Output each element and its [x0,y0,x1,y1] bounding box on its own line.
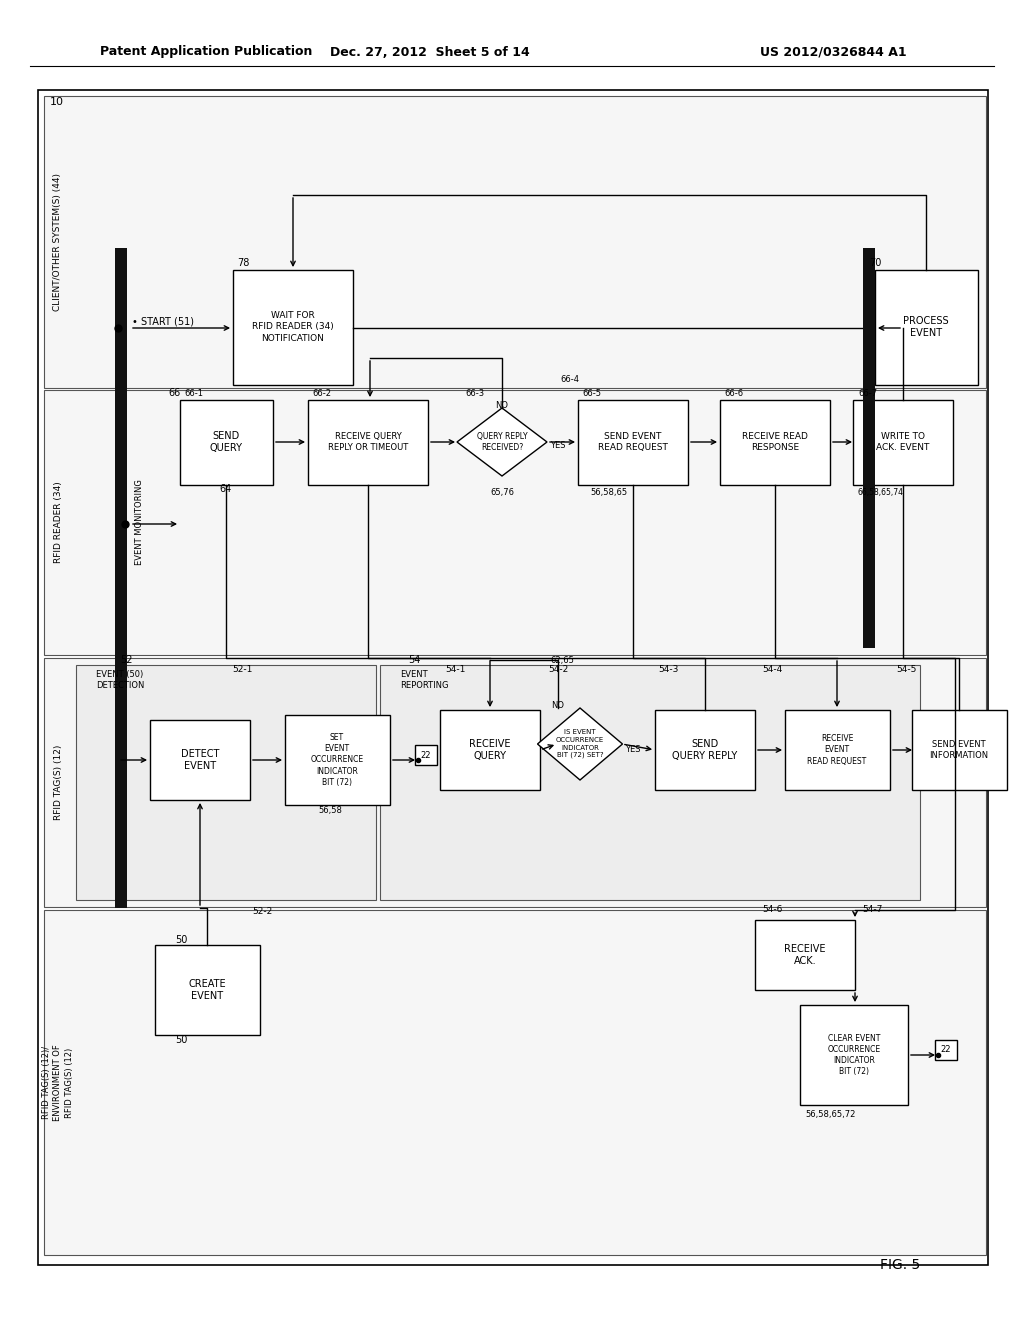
Text: RECEIVE
ACK.: RECEIVE ACK. [784,944,825,966]
Bar [44,909,986,1255]
Text: 52-1: 52-1 [232,665,252,675]
Text: 54-2: 54-2 [548,665,568,675]
Bar [285,715,390,805]
Text: 54-3: 54-3 [658,665,678,675]
Polygon shape [538,708,623,780]
Text: CLIENT/OTHER SYSTEM(S) (44): CLIENT/OTHER SYSTEM(S) (44) [53,173,62,312]
Bar [874,271,978,385]
Text: EVENT
REPORTING: EVENT REPORTING [400,671,449,690]
Text: FIG. 5: FIG. 5 [880,1258,921,1272]
Text: WAIT FOR
RFID READER (34)
NOTIFICATION: WAIT FOR RFID READER (34) NOTIFICATION [252,312,334,343]
Text: 66-2: 66-2 [312,388,331,397]
Bar [912,710,1007,789]
Text: RECEIVE
QUERY: RECEIVE QUERY [469,739,511,762]
Bar [578,400,688,484]
Bar [755,920,855,990]
Text: Dec. 27, 2012  Sheet 5 of 14: Dec. 27, 2012 Sheet 5 of 14 [330,45,529,58]
Text: RFID READER (34): RFID READER (34) [53,482,62,564]
Text: 66,58,65,74: 66,58,65,74 [858,487,904,496]
Bar [233,271,353,385]
Text: YES: YES [550,441,565,450]
Text: 54-4: 54-4 [762,665,782,675]
Text: 22: 22 [421,751,431,759]
Text: SEND
QUERY REPLY: SEND QUERY REPLY [673,739,737,762]
Polygon shape [457,408,547,477]
Text: US 2012/0326844 A1: US 2012/0326844 A1 [760,45,906,58]
Bar [44,389,986,655]
Text: SET
EVENT
OCCURRENCE
INDICATOR
BIT (72): SET EVENT OCCURRENCE INDICATOR BIT (72) [310,734,364,787]
Text: CREATE
EVENT: CREATE EVENT [188,979,226,1001]
Bar [38,90,988,1265]
Bar [308,400,428,484]
Text: 62,65: 62,65 [550,656,573,664]
Bar [115,248,127,908]
Bar [785,710,890,789]
Text: 56,58,65: 56,58,65 [590,487,627,496]
Bar [76,665,376,900]
Text: 52: 52 [120,655,132,665]
Text: IS EVENT
OCCURRENCE
INDICATOR
BIT (72) SET?: IS EVENT OCCURRENCE INDICATOR BIT (72) S… [556,730,604,759]
Text: 54-5: 54-5 [896,665,916,675]
Text: 56,58,65,72: 56,58,65,72 [805,1110,855,1119]
Text: 52-2: 52-2 [252,908,272,916]
Text: SEND EVENT
INFORMATION: SEND EVENT INFORMATION [930,741,988,760]
Text: YES: YES [625,746,640,755]
Bar [935,1040,957,1060]
Text: 50: 50 [175,935,187,945]
Text: • START (51): • START (51) [132,317,194,327]
Text: 66-4: 66-4 [560,375,579,384]
Text: RFID TAG(S) (12)/
ENVIRONMENT OF
RFID TAG(S) (12): RFID TAG(S) (12)/ ENVIRONMENT OF RFID TA… [42,1044,74,1121]
Text: 66-1: 66-1 [184,388,203,397]
Text: 54-1: 54-1 [445,665,465,675]
Text: NO: NO [496,400,509,409]
Text: 54: 54 [408,655,421,665]
Text: PROCESS
EVENT: PROCESS EVENT [903,315,949,338]
Text: DETECT
EVENT: DETECT EVENT [181,748,219,771]
Text: RECEIVE QUERY
REPLY OR TIMEOUT: RECEIVE QUERY REPLY OR TIMEOUT [328,432,409,451]
Text: 22: 22 [941,1045,951,1055]
Text: 66: 66 [168,388,180,399]
Text: 50: 50 [175,1035,187,1045]
Text: 54-6: 54-6 [762,906,782,915]
Text: CLEAR EVENT
OCCURRENCE
INDICATOR
BIT (72): CLEAR EVENT OCCURRENCE INDICATOR BIT (72… [827,1034,881,1076]
Text: 54-7: 54-7 [862,906,883,915]
Text: 70: 70 [869,257,882,268]
Bar [150,719,250,800]
Text: 66-6: 66-6 [724,388,743,397]
Bar [44,96,986,388]
Bar [180,400,273,484]
Text: EVENT MONITORING: EVENT MONITORING [135,479,144,565]
Text: 65,76: 65,76 [490,487,514,496]
Text: QUERY REPLY
RECEIVED?: QUERY REPLY RECEIVED? [477,432,527,451]
Bar [380,665,920,900]
Bar [655,710,755,789]
Bar [800,1005,908,1105]
Bar [720,400,830,484]
Text: SEND
QUERY: SEND QUERY [210,430,243,453]
Text: SEND EVENT
READ REQUEST: SEND EVENT READ REQUEST [598,432,668,451]
Text: 66-3: 66-3 [465,388,484,397]
Bar [155,945,260,1035]
Text: RFID TAG(S) (12): RFID TAG(S) (12) [53,744,62,820]
Text: 56,58: 56,58 [318,805,342,814]
Bar [853,400,953,484]
Bar [440,710,540,789]
Text: 64: 64 [220,484,232,494]
Text: 10: 10 [50,96,63,107]
Text: RECEIVE
EVENT
READ REQUEST: RECEIVE EVENT READ REQUEST [807,734,866,766]
Text: EVENT (50)
DETECTION: EVENT (50) DETECTION [96,671,144,690]
Text: WRITE TO
ACK. EVENT: WRITE TO ACK. EVENT [877,432,930,451]
Text: 66-5: 66-5 [582,388,601,397]
Bar [863,248,874,648]
Text: 66-7: 66-7 [858,388,878,397]
Text: Patent Application Publication: Patent Application Publication [100,45,312,58]
Bar [415,744,437,766]
Text: RECEIVE READ
RESPONSE: RECEIVE READ RESPONSE [742,432,808,451]
Text: 78: 78 [237,257,250,268]
Text: NO: NO [552,701,564,710]
Bar [44,657,986,907]
